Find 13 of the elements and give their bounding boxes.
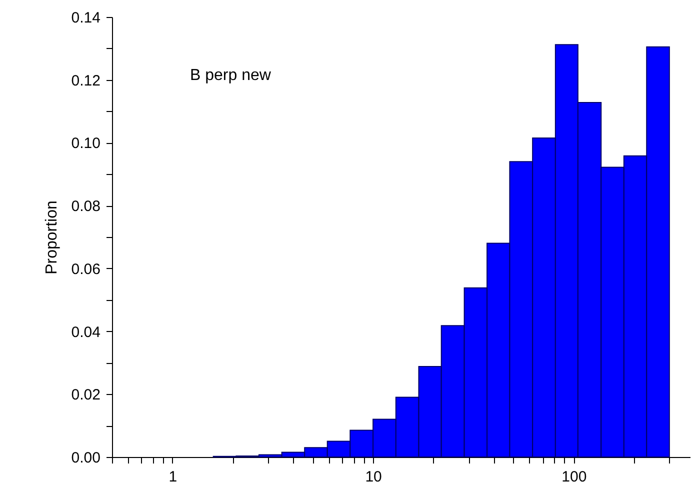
- y-tick-label: 0.00: [71, 450, 100, 466]
- y-tick-label: 0.04: [71, 324, 100, 341]
- x-tick-label: 100: [562, 468, 587, 486]
- x-tick-label: 1: [168, 468, 178, 486]
- y-tick-label: 0.02: [71, 386, 100, 404]
- annotation: B perp new: [190, 67, 272, 84]
- y-axis-title: Proportion: [43, 200, 60, 274]
- y-tick-label: 0.14: [71, 10, 100, 26]
- y-tick-label: 0.06: [71, 260, 100, 278]
- y-tick-label: 0.10: [71, 135, 100, 152]
- x-tick-label: 10: [365, 468, 382, 486]
- y-tick-label: 0.12: [71, 72, 100, 90]
- y-tick-label: 0.08: [71, 198, 100, 216]
